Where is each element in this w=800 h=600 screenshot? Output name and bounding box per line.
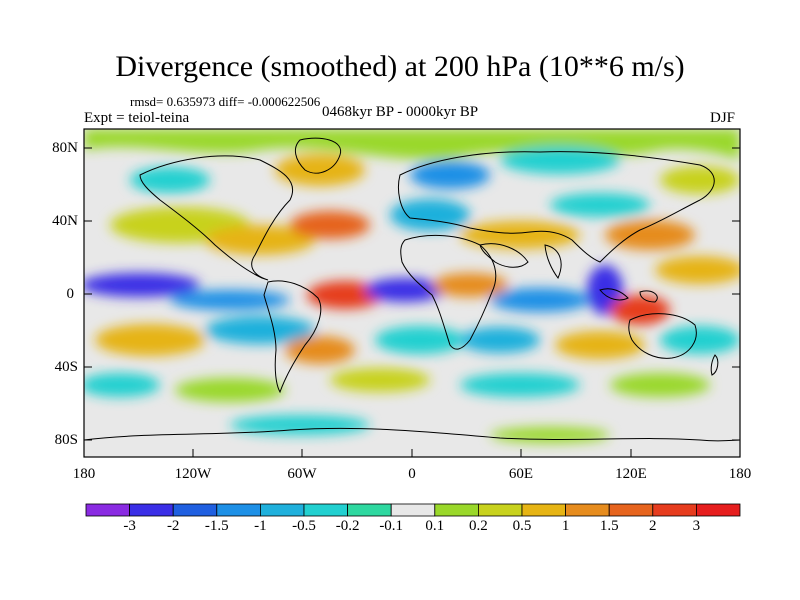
- lon-label-60e: 60E: [508, 466, 534, 482]
- colorbar-swatch: [390, 503, 436, 517]
- colorbar-label: 3: [692, 518, 701, 534]
- colorbar-swatch: [259, 503, 305, 517]
- colorbar-label: 1.5: [599, 518, 619, 534]
- colorbar-swatch: [521, 503, 566, 517]
- colorbar-swatch: [129, 503, 174, 517]
- period-label: 0468kyr BP - 0000kyr BP: [322, 104, 479, 120]
- lat-label-0: 0: [66, 286, 75, 302]
- colorbar-label: -2: [166, 518, 180, 534]
- colorbar-swatch: [608, 503, 654, 517]
- season-label: DJF: [710, 110, 736, 126]
- coastlines: [84, 137, 740, 442]
- lat-label-40s: 40S: [54, 359, 78, 375]
- experiment-label: Expt = teiol-teina: [84, 110, 190, 126]
- colorbar-label: -1.5: [204, 518, 229, 534]
- colorbar-swatch: [303, 503, 348, 517]
- stats-text: rmsd= 0.635973 diff= -0.000622506: [130, 94, 321, 109]
- lat-label-80n: 80N: [52, 140, 78, 156]
- lon-label-120e: 120E: [615, 466, 647, 482]
- lon-label-120w: 120W: [174, 466, 212, 482]
- colorbar-label: -0.5: [292, 518, 316, 534]
- colorbar-label: 2: [649, 518, 657, 534]
- lon-label-0: 0: [408, 466, 416, 482]
- colorbar-swatch: [565, 503, 610, 517]
- lon-label-60w: 60W: [287, 466, 317, 482]
- colorbar-label: -0.2: [335, 518, 360, 534]
- colorbar-swatch: [477, 503, 523, 517]
- colorbar-label: -0.1: [379, 518, 404, 534]
- colorbar-swatch: [434, 503, 479, 517]
- colorbar-swatch: [85, 503, 130, 517]
- lat-label-40n: 40N: [52, 213, 78, 229]
- lat-label-80s: 80S: [54, 432, 78, 448]
- colorbar-swatch: [696, 503, 741, 517]
- colorbar-label: -3: [123, 518, 136, 534]
- colorbar-label: 0.2: [469, 518, 488, 534]
- colorbar: [85, 503, 741, 517]
- colorbar-label: 0.1: [425, 518, 445, 534]
- colorbar-swatch: [216, 503, 261, 517]
- lon-label-180w: 180: [72, 466, 96, 482]
- colorbar-swatch: [172, 503, 218, 517]
- colorbar-swatch: [652, 503, 697, 517]
- colorbar-swatch: [347, 503, 392, 517]
- colorbar-label: -1: [254, 518, 267, 534]
- axis-ticks: [83, 147, 741, 457]
- colorbar-label: 1: [561, 518, 570, 534]
- lon-label-180e: 180: [728, 466, 752, 482]
- colorbar-label: 0.5: [512, 518, 532, 534]
- map-title: Divergence (smoothed) at 200 hPa (10**6 …: [115, 50, 685, 83]
